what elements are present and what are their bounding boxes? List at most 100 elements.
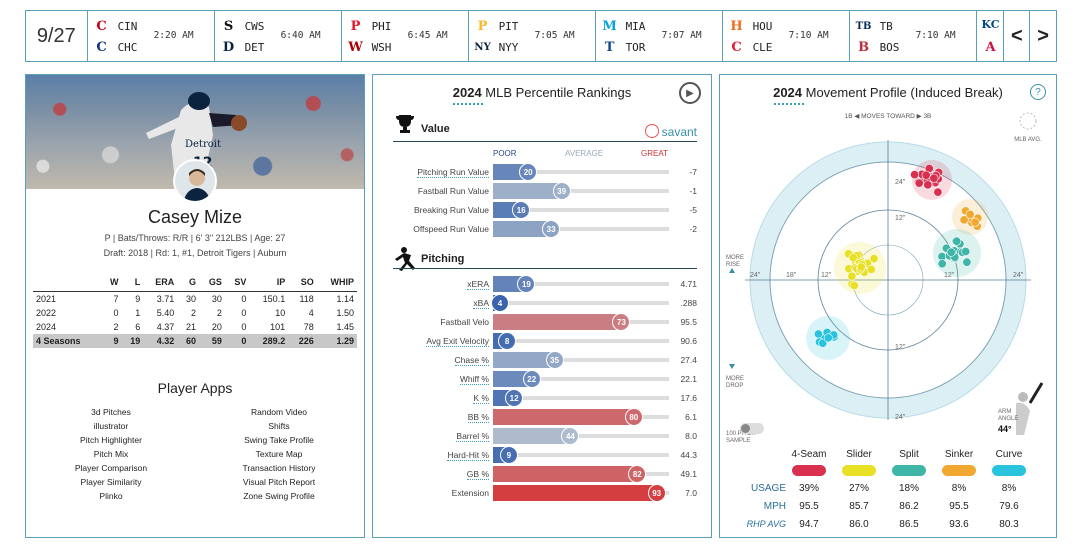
stats-cell: 101 (270, 321, 286, 332)
stats-row: 2024 2 6 4.37 21 20 0 101 78 1.45 (33, 320, 357, 334)
metric-row[interactable]: Breaking Run Value 16 -5 (373, 201, 711, 219)
pitch-usage: 8% (1001, 483, 1017, 494)
pitch-usage: 27% (848, 483, 869, 494)
stats-header: SO (288, 275, 317, 292)
phi-logo-icon: P (350, 18, 361, 34)
metric-row[interactable]: Offspeed Run Value 33 -2 (373, 220, 711, 238)
game-tb-bos[interactable]: TB TB B BOS 7:10 AM (850, 11, 977, 61)
metric-row[interactable]: Extension 93 7.0 (373, 484, 711, 502)
metric-track (493, 453, 669, 457)
pitch-name: Split (899, 449, 919, 460)
scoreboard-next-button[interactable]: > (1037, 24, 1049, 47)
pitcher-figure-icon: Detroit 12 (146, 92, 247, 189)
svg-text:24": 24" (895, 414, 906, 421)
metric-row[interactable]: Avg Exit Velocity 8 90.6 (373, 332, 711, 350)
pitch-dot (910, 170, 920, 180)
pitch-dot (856, 262, 866, 272)
svg-text:24": 24" (1013, 272, 1024, 279)
metric-track (493, 358, 669, 362)
player-app-link[interactable]: illustrator (93, 421, 129, 431)
metric-row[interactable]: Whiff % 22 22.1 (373, 370, 711, 388)
game-cws-det[interactable]: S CWS D DET 6:40 AM (215, 11, 342, 61)
metric-label: Hard-Hit % (447, 450, 489, 461)
game-phi-wsh[interactable]: P PHI W WSH 6:45 AM (342, 11, 469, 61)
stats-cell: 1.50 (336, 307, 354, 318)
pitch-dot (965, 209, 975, 219)
pitch-dot (952, 236, 962, 246)
game-pit-nyy[interactable]: P PIT NY NYY 7:05 AM (469, 11, 596, 61)
metric-track (493, 301, 669, 305)
metric-row[interactable]: Chase % 35 27.4 (373, 351, 711, 369)
metric-label: Pitching Run Value (417, 167, 489, 178)
metric-row[interactable]: BB % 80 6.1 (373, 408, 711, 426)
player-app-link[interactable]: Shifts (268, 421, 290, 431)
pitch-dot (959, 215, 969, 225)
metric-bar (493, 409, 634, 425)
metric-row[interactable]: GB % 82 49.1 (373, 465, 711, 483)
metric-row[interactable]: xBA 4 .288 (373, 294, 711, 312)
scale-poor: POOR (493, 149, 517, 158)
pitcher-icon (395, 247, 415, 271)
stats-row: 2022 0 1 5.40 2 2 0 10 4 1.50 (33, 306, 357, 320)
player-app-link[interactable]: Texture Map (255, 449, 303, 459)
player-app-link[interactable]: Random Video (250, 407, 308, 417)
metric-value: 8.0 (685, 431, 697, 441)
pitch-mph: 86.2 (899, 501, 919, 512)
player-app-link[interactable]: Plinko (99, 491, 123, 501)
metric-row[interactable]: K % 12 17.6 (373, 389, 711, 407)
sample-toggle[interactable] (740, 423, 764, 434)
more-rise-label: MORE (726, 255, 744, 261)
pitch-name: Curve (995, 449, 1023, 460)
metric-row[interactable]: Hard-Hit % 9 44.3 (373, 446, 711, 464)
play-icon[interactable]: ▶ (679, 82, 701, 104)
metric-track (493, 377, 669, 381)
player-app-link[interactable]: Player Comparison (74, 463, 148, 473)
away-team: PHI (371, 19, 392, 33)
metric-percentile-badge: 33 (542, 220, 561, 238)
help-icon[interactable]: ? (1030, 84, 1046, 100)
metric-track (493, 208, 669, 212)
stats-cell: 2021 (36, 293, 57, 304)
player-app-link[interactable]: 3d Pitches (91, 407, 131, 417)
metric-value: 27.4 (680, 355, 697, 365)
player-app-link[interactable]: Pitch Mix (93, 449, 129, 459)
player-app-link[interactable]: Zone Swing Profile (243, 491, 315, 501)
game-hou-cle[interactable]: H HOU C CLE 7:10 AM (723, 11, 850, 61)
cin-logo-icon: C (96, 18, 107, 34)
player-app-link[interactable]: Visual Pitch Report (242, 477, 316, 487)
metric-row[interactable]: Fastball Run Value 39 -1 (373, 182, 711, 200)
percentile-title: 2024 MLB Percentile Rankings (452, 85, 632, 100)
metric-label: K % (473, 393, 489, 404)
player-apps-left: 3d Pitches illustrator Pitch Highlighter Pi… (36, 405, 186, 503)
stats-header: GS (199, 275, 225, 292)
sample-label: 100 PITCH (726, 431, 756, 437)
player-app-link[interactable]: Player Similarity (80, 477, 142, 487)
player-app-link[interactable]: Transaction History (242, 463, 316, 473)
game-partial[interactable]: KC A (977, 11, 1005, 61)
game-mia-tor[interactable]: M MIA T TOR 7:07 AM (596, 11, 723, 61)
stats-cell: 0 (241, 293, 247, 304)
player-app-link[interactable]: Pitch Highlighter (80, 435, 142, 445)
savant-link[interactable]: savant (644, 124, 697, 139)
scoreboard-prev-button[interactable]: < (1004, 11, 1031, 61)
tb-logo-icon: TB (855, 20, 872, 32)
metric-percentile-badge: 82 (628, 465, 647, 483)
stats-header (33, 275, 102, 292)
game-cin-chc[interactable]: C CIN C CHC 2:20 AM (88, 11, 215, 61)
pitch-usage: 39% (798, 483, 819, 494)
stats-cell: 3.71 (156, 293, 175, 304)
metric-row[interactable]: Pitching Run Value 20 -7 (373, 163, 711, 181)
metric-value: 22.1 (680, 374, 697, 384)
metric-row[interactable]: Fastball Velo 73 95.5 (373, 313, 711, 331)
home-team: TOR (625, 40, 646, 54)
svg-text:DROP: DROP (726, 383, 743, 389)
metric-row[interactable]: Barrel % 44 8.0 (373, 427, 711, 445)
away-team: TB (879, 19, 893, 33)
pitch-rhp-avg: 86.0 (849, 519, 869, 530)
game-time: 7:10 AM (915, 30, 956, 41)
metric-label: Fastball Velo (440, 317, 489, 327)
stats-cell: 30 (211, 293, 222, 304)
player-app-link[interactable]: Swing Take Profile (244, 435, 314, 445)
metric-row[interactable]: xERA 19 4.71 (373, 275, 711, 293)
player-bio: P | Bats/Throws: R/R | 6' 3" 212LBS | Ag… (104, 233, 286, 243)
